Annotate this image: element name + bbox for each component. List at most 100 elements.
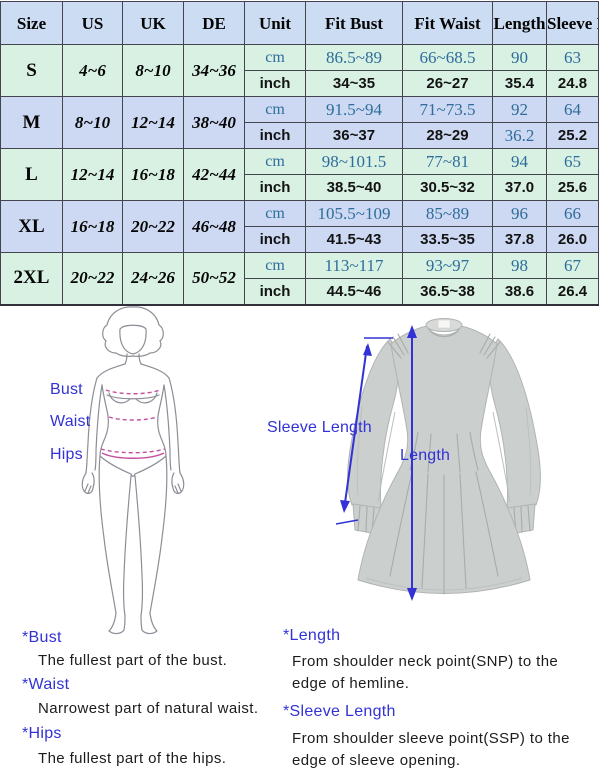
cuff-ribs — [357, 505, 531, 534]
cell-length-inch: 35.4 — [492, 70, 547, 97]
table-row-2xl-cm: 2XL 20~22 24~26 50~52 cm 113~117 93~97 9… — [0, 252, 599, 305]
cell-de: 46~48 — [183, 200, 245, 253]
waist-tucks — [409, 431, 479, 473]
table-row-l-cm: L 12~14 16~18 42~44 cm 98~101.5 77~81 94… — [0, 148, 599, 201]
cell-fit-waist-inch: 33.5~35 — [402, 226, 493, 253]
cell-sleeve-length-cm: 66 — [546, 200, 599, 227]
cell-uk: 16~18 — [122, 148, 184, 201]
note-term-waist: *Waist — [22, 676, 70, 693]
cell-unit-cm: cm — [244, 44, 306, 71]
cell-sleeve-length-inch: 25.2 — [546, 122, 599, 149]
table-row-m-cm: M 8~10 12~14 38~40 cm 91.5~94 71~73.5 92… — [0, 96, 599, 149]
table-row-m-inch: inch 36~37 28~29 36.2 25.2 — [1, 122, 599, 149]
table-row-xl-inch: inch 41.5~43 33.5~35 37.8 26.0 — [1, 226, 599, 253]
bikini-bottom-line — [101, 452, 165, 459]
cell-fit-waist-inch: 28~29 — [402, 122, 493, 149]
cell-us: 16~18 — [62, 200, 123, 253]
cell-de: 42~44 — [183, 148, 245, 201]
note-desc-hips: The fullest part of the hips. — [38, 750, 227, 767]
figure-face — [119, 324, 147, 355]
sleeve-creases — [356, 406, 532, 503]
col-header-unit: Unit — [244, 1, 306, 45]
cell-fit-bust-inch: 36~37 — [305, 122, 403, 149]
dress-right-sleeve — [488, 338, 541, 510]
size-chart-table: Size US UK DE Unit Fit Bust Fit Waist Le… — [0, 1, 599, 306]
cell-fit-waist-inch: 36.5~38 — [402, 278, 493, 305]
figure-body-outline — [81, 353, 185, 635]
note-desc-bust: The fullest part of the bust. — [38, 652, 228, 669]
cell-fit-bust-inch: 41.5~43 — [305, 226, 403, 253]
body-measurement-figure — [81, 306, 185, 635]
cell-length-inch: 38.6 — [492, 278, 547, 305]
cell-sleeve-length-inch: 25.6 — [546, 174, 599, 201]
note-desc-length-2: edge of hemline. — [292, 675, 410, 692]
cell-unit-cm: cm — [244, 96, 306, 123]
cell-us: 12~14 — [62, 148, 123, 201]
note-term-bust: *Bust — [22, 629, 62, 646]
cell-length-cm: 98 — [492, 252, 547, 279]
table-row-l-inch: inch 38.5~40 30.5~32 37.0 25.6 — [1, 174, 599, 201]
cell-length-cm: 94 — [492, 148, 547, 175]
note-desc-waist: Narrowest part of natural waist. — [38, 700, 259, 717]
hem-shading — [365, 577, 523, 591]
col-header-de: DE — [183, 1, 245, 45]
cell-de: 38~40 — [183, 96, 245, 149]
cell-unit-inch: inch — [244, 122, 306, 149]
cell-unit-inch: inch — [244, 278, 306, 305]
sleeve-length-arrow-icon — [335, 337, 393, 525]
skirt-pleats — [389, 471, 499, 595]
col-header-fit-waist: Fit Waist — [402, 1, 493, 45]
cell-sleeve-length-cm: 65 — [546, 148, 599, 175]
cell-de: 50~52 — [183, 252, 245, 305]
bust-label: Bust — [50, 381, 83, 398]
cell-sleeve-length-cm: 67 — [546, 252, 599, 279]
cell-sleeve-length-inch: 26.0 — [546, 226, 599, 253]
col-header-fit-bust: Fit Bust — [305, 1, 403, 45]
waist-line — [108, 416, 158, 421]
col-header-us: US — [62, 1, 123, 45]
cell-fit-bust-cm: 98~101.5 — [305, 148, 403, 175]
cell-uk: 12~14 — [122, 96, 184, 149]
cell-unit-cm: cm — [244, 200, 306, 227]
cell-size: S — [0, 44, 63, 97]
cell-fit-bust-cm: 91.5~94 — [305, 96, 403, 123]
col-header-uk: UK — [122, 1, 184, 45]
note-term-hips: *Hips — [22, 725, 62, 742]
cell-fit-bust-cm: 113~117 — [305, 252, 403, 279]
hips-label: Hips — [50, 446, 83, 463]
cell-length-cm: 96 — [492, 200, 547, 227]
table-row-xl-cm: XL 16~18 20~22 46~48 cm 105.5~109 85~89 … — [0, 200, 599, 253]
cell-fit-bust-cm: 86.5~89 — [305, 44, 403, 71]
measurement-dashed-lines — [100, 389, 166, 454]
cell-size: M — [0, 96, 63, 149]
cell-fit-waist-cm: 85~89 — [402, 200, 493, 227]
cell-fit-waist-cm: 93~97 — [402, 252, 493, 279]
cell-us: 8~10 — [62, 96, 123, 149]
cell-us: 4~6 — [62, 44, 123, 97]
cell-length-cm: 92 — [492, 96, 547, 123]
cell-unit-cm: cm — [244, 252, 306, 279]
hips-line — [100, 448, 166, 454]
note-desc-length-1: From shoulder neck point(SNP) to the — [292, 653, 559, 670]
neckline-band — [428, 328, 460, 338]
cell-fit-bust-inch: 38.5~40 — [305, 174, 403, 201]
cell-uk: 8~10 — [122, 44, 184, 97]
cell-fit-waist-cm: 71~73.5 — [402, 96, 493, 123]
cell-fit-bust-inch: 34~35 — [305, 70, 403, 97]
cell-sleeve-length-cm: 64 — [546, 96, 599, 123]
length-label: Length — [400, 447, 451, 464]
collar-tag — [437, 319, 451, 329]
bust-line — [105, 389, 161, 395]
note-desc-sleeve-length-1: From shoulder sleeve point(SSP) to the — [292, 730, 570, 747]
cell-fit-waist-cm: 66~68.5 — [402, 44, 493, 71]
dress-body — [357, 325, 531, 594]
length-arrow-icon — [407, 325, 417, 601]
cell-de: 34~36 — [183, 44, 245, 97]
cell-fit-waist-cm: 77~81 — [402, 148, 493, 175]
cell-size: L — [0, 148, 63, 201]
cell-length-cm: 90 — [492, 44, 547, 71]
table-row-2xl-inch: inch 44.5~46 36.5~38 38.6 26.4 — [1, 278, 599, 305]
col-header-sleeve-length: Sleeve Length — [546, 1, 599, 45]
cell-fit-waist-inch: 26~27 — [402, 70, 493, 97]
table-row-s-cm: S 4~6 8~10 34~36 cm 86.5~89 66~68.5 90 6… — [0, 44, 599, 97]
